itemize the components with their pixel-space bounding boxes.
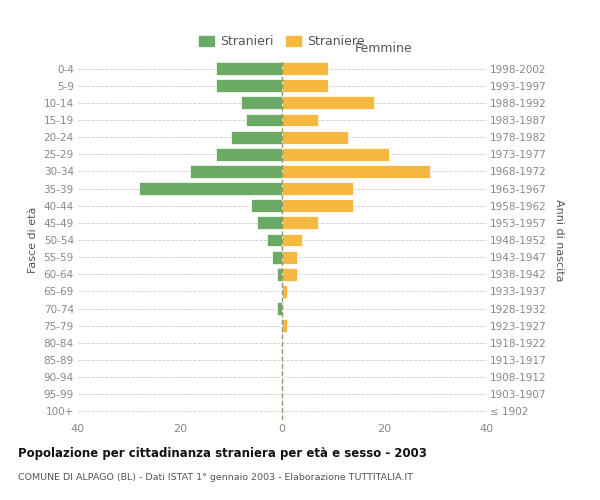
Bar: [282, 148, 389, 160]
Text: Femmine: Femmine: [355, 42, 413, 54]
Bar: [282, 234, 302, 246]
Bar: [257, 216, 282, 230]
Bar: [216, 62, 282, 75]
Text: COMUNE DI ALPAGO (BL) - Dati ISTAT 1° gennaio 2003 - Elaborazione TUTTITALIA.IT: COMUNE DI ALPAGO (BL) - Dati ISTAT 1° ge…: [18, 473, 413, 482]
Bar: [282, 96, 374, 110]
Y-axis label: Fasce di età: Fasce di età: [28, 207, 38, 273]
Bar: [247, 114, 282, 126]
Bar: [282, 80, 328, 92]
Bar: [190, 165, 282, 178]
Bar: [277, 268, 282, 280]
Y-axis label: Anni di nascita: Anni di nascita: [554, 198, 563, 281]
Legend: Stranieri, Straniere: Stranieri, Straniere: [194, 30, 370, 53]
Bar: [251, 200, 282, 212]
Bar: [282, 62, 328, 75]
Bar: [282, 250, 298, 264]
Bar: [282, 130, 349, 143]
Bar: [216, 148, 282, 160]
Bar: [277, 302, 282, 315]
Bar: [282, 182, 353, 195]
Bar: [216, 80, 282, 92]
Bar: [231, 130, 282, 143]
Bar: [282, 114, 318, 126]
Bar: [139, 182, 282, 195]
Bar: [282, 165, 430, 178]
Bar: [282, 320, 287, 332]
Text: Popolazione per cittadinanza straniera per età e sesso - 2003: Popolazione per cittadinanza straniera p…: [18, 448, 427, 460]
Bar: [267, 234, 282, 246]
Bar: [241, 96, 282, 110]
Bar: [282, 268, 298, 280]
Bar: [282, 200, 353, 212]
Bar: [282, 216, 318, 230]
Bar: [282, 285, 287, 298]
Bar: [272, 250, 282, 264]
